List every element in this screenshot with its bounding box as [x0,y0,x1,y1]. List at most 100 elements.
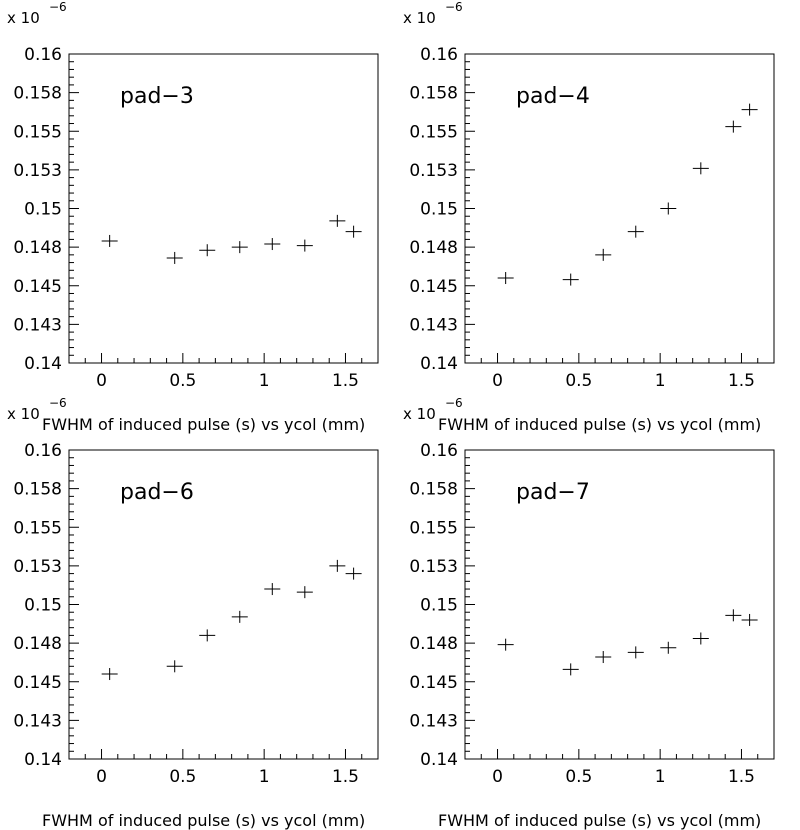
data-point [101,668,118,681]
multiplier-base: x 10 [403,9,436,27]
y-tick-label: 0.15 [24,596,62,616]
x-axis-label: FWHM of induced pulse (s) vs ycol (mm) [42,811,365,830]
y-tick-label: 0.14 [24,750,62,770]
y-tick-label: 0.153 [13,161,62,181]
y-tick-label: 0.145 [409,673,458,693]
y-tick-label: 0.15 [24,200,62,220]
y-tick-label: 0.155 [13,518,62,538]
x-tick-label: 0.5 [169,371,196,391]
x-tick-label: 0 [96,371,107,391]
x-tick-label: 0 [492,767,503,787]
plot-frame [464,53,775,364]
data-point [166,660,183,673]
data-point [692,162,709,175]
y-tick-label: 0.143 [409,315,458,335]
y-tick-label: 0.148 [409,634,458,654]
data-point [595,248,612,261]
y-tick-label: 0.16 [24,441,62,461]
data-point [627,225,644,238]
data-point [231,610,248,623]
data-point [231,241,248,254]
data-point [264,238,281,251]
multiplier-exponent: −6 [445,0,463,14]
y-tick-label: 0.155 [409,122,458,142]
x-axis-label: FWHM of induced pulse (s) vs ycol (mm) [438,415,761,434]
pad-title: pad−6 [120,480,194,505]
x-tick-label: 1 [655,371,666,391]
y-tick-label: 0.16 [24,45,62,65]
y-tick-label: 0.158 [409,480,458,500]
chart-panel-1: 0.14 0.143 0.145 0.148 0.15 0.153 0.155 0.158 0.… [7,0,379,434]
plot-frame [68,53,379,364]
y-tick-label: 0.158 [13,84,62,104]
data-point [741,103,758,116]
y-tick-label: 0.148 [13,634,62,654]
y-tick-label: 0.14 [24,354,62,374]
data-point [627,646,644,659]
data-point [725,120,742,133]
x-tick-label: 0.5 [169,767,196,787]
y-tick-label: 0.143 [409,711,458,731]
x-tick-label: 1 [259,767,270,787]
y-tick-label: 0.148 [409,238,458,258]
data-point [660,202,677,215]
y-tick-label: 0.153 [409,161,458,181]
multiplier-base: x 10 [403,405,436,423]
data-point [725,609,742,622]
data-point [741,613,758,626]
y-tick-label: 0.15 [420,200,458,220]
y-tick-label: 0.143 [13,711,62,731]
pad-title: pad−4 [516,84,590,109]
x-tick-label: 0 [96,767,107,787]
y-tick-label: 0.153 [409,557,458,577]
chart-panel-3: 0.14 0.143 0.145 0.148 0.15 0.153 0.155 0.158 0.… [7,396,379,830]
multiplier-exponent: −6 [49,0,67,14]
x-tick-label: 0 [492,371,503,391]
x-tick-label: 1.5 [332,767,359,787]
data-point [264,583,281,596]
y-tick-label: 0.148 [13,238,62,258]
data-point [660,641,677,654]
y-tick-label: 0.14 [420,750,458,770]
y-tick-label: 0.145 [13,277,62,297]
data-point [329,214,346,227]
chart-panel-2: 0.14 0.143 0.145 0.148 0.15 0.153 0.155 0.158 0.… [403,0,775,434]
pad-title: pad−7 [516,480,590,505]
y-tick-label: 0.143 [13,315,62,335]
x-tick-label: 1 [655,767,666,787]
y-tick-label: 0.153 [13,557,62,577]
data-point [562,663,579,676]
y-tick-label: 0.16 [420,45,458,65]
y-tick-label: 0.145 [409,277,458,297]
x-tick-label: 1 [259,371,270,391]
plot-frame [464,449,775,760]
plot-frame [68,449,379,760]
multiplier-base: x 10 [7,9,40,27]
y-tick-label: 0.155 [409,518,458,538]
multiplier-exponent: −6 [445,396,463,410]
x-tick-label: 1.5 [728,371,755,391]
data-point [199,244,216,257]
data-point [199,629,216,642]
data-point [497,638,514,651]
x-tick-label: 0.5 [565,371,592,391]
x-tick-label: 1.5 [728,767,755,787]
y-tick-label: 0.158 [409,84,458,104]
data-point [329,559,346,572]
y-tick-label: 0.15 [420,596,458,616]
data-point [296,239,313,252]
data-point [296,586,313,599]
chart-panel-4: 0.14 0.143 0.145 0.148 0.15 0.153 0.155 0.158 0.… [403,396,775,830]
y-tick-label: 0.16 [420,441,458,461]
data-point [345,567,362,580]
data-point [562,273,579,286]
x-tick-label: 0.5 [565,767,592,787]
y-tick-label: 0.158 [13,480,62,500]
multiplier-exponent: −6 [49,396,67,410]
data-point [166,251,183,264]
y-tick-label: 0.145 [13,673,62,693]
data-point [497,272,514,285]
multiplier-base: x 10 [7,405,40,423]
data-point [692,632,709,645]
x-axis-label: FWHM of induced pulse (s) vs ycol (mm) [438,811,761,830]
